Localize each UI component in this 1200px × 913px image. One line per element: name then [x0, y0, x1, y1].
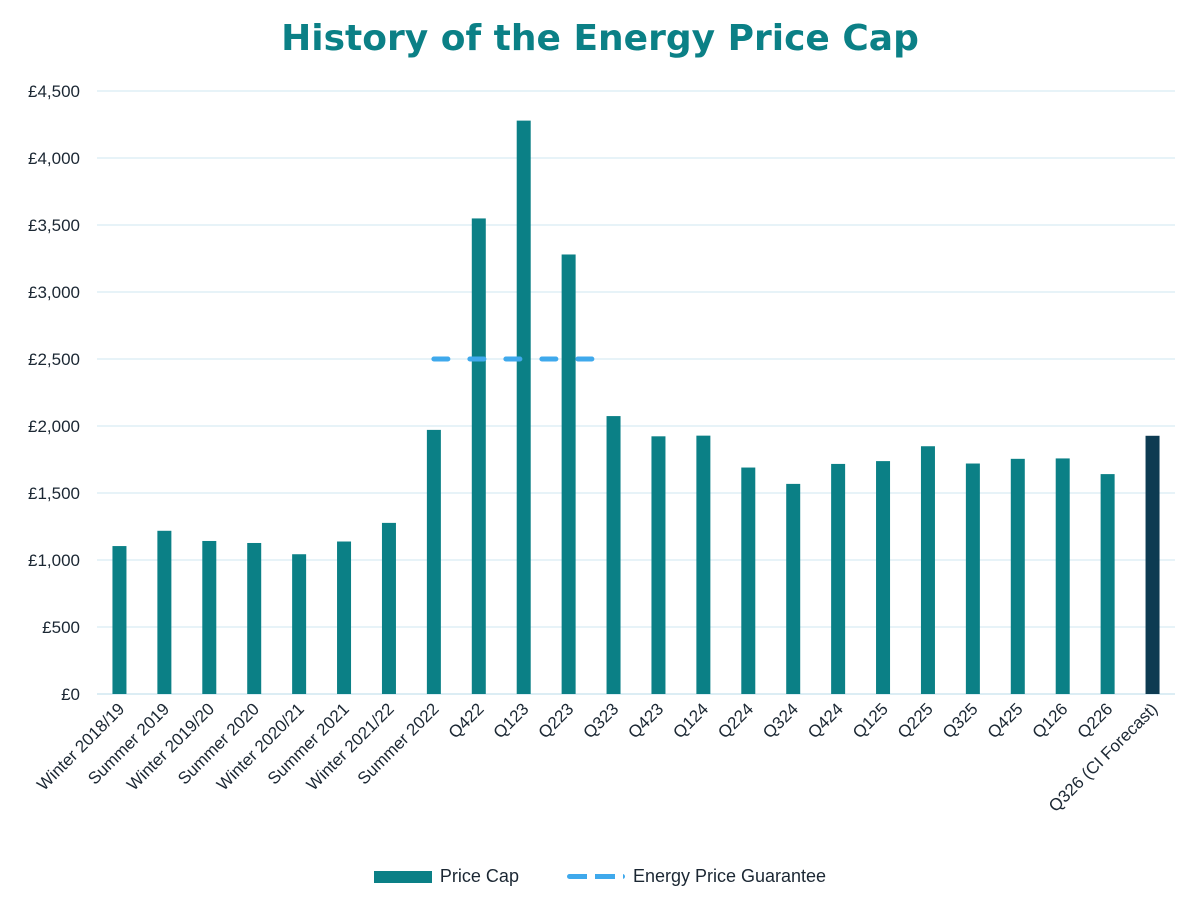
x-tick-label: Q425 [984, 699, 1027, 742]
bar-q223 [561, 254, 576, 695]
bar-q424 [831, 463, 846, 694]
bar-summer-2020 [247, 542, 262, 694]
bar-summer-2022 [426, 429, 441, 694]
y-axis-ticks: £0 £500 £1,000 £1,500 £2,000 £2,500 £3,000 £3,5… [28, 82, 80, 704]
bar-winter-2021-22 [381, 522, 396, 694]
bar-q125 [876, 461, 891, 694]
y-tick-label: £0 [61, 685, 80, 704]
bars [112, 120, 1160, 695]
y-tick-label: £4,500 [28, 82, 80, 101]
x-tick-label: Q226 [1074, 699, 1117, 742]
y-tick-label: £1,500 [28, 484, 80, 503]
x-tick-label: Q225 [894, 699, 937, 742]
bar-q323 [606, 416, 621, 694]
y-tick-label: £4,000 [28, 149, 80, 168]
x-tick-label: Q324 [759, 699, 802, 742]
bar-q226 [1100, 474, 1115, 694]
chart-title: History of the Energy Price Cap [281, 18, 919, 59]
y-tick-label: £3,000 [28, 283, 80, 302]
bar-q324 [786, 483, 801, 694]
bar-q126 [1055, 458, 1070, 694]
x-tick-label: Q223 [535, 699, 578, 742]
legend-swatch-energy-price-guarantee [566, 874, 625, 879]
x-tick-label: Q325 [939, 699, 982, 742]
bar-winter-2020-21 [292, 554, 307, 694]
x-tick-label: Q424 [804, 699, 847, 742]
bar-q224 [741, 467, 756, 694]
legend-label-energy-price-guarantee: Energy Price Guarantee [632, 866, 827, 886]
bar-q124 [696, 435, 711, 694]
x-tick-label: Summer 2022 [354, 699, 443, 788]
y-tick-label: £500 [42, 618, 80, 637]
y-tick-label: £1,000 [28, 551, 80, 570]
x-tick-label: Q125 [849, 699, 892, 742]
x-tick-label: Q124 [669, 699, 712, 742]
bar-q225 [920, 446, 935, 694]
gridlines [97, 90, 1175, 695]
y-tick-label: £2,500 [28, 350, 80, 369]
bar-summer-2021 [337, 541, 352, 694]
bar-winter-2018-19 [112, 546, 127, 694]
x-tick-label: Q423 [624, 699, 667, 742]
legend-label-price-cap: Price Cap [439, 866, 519, 886]
bar-q123 [516, 120, 531, 694]
y-tick-label: £2,000 [28, 417, 80, 436]
bar-q423 [651, 436, 666, 694]
legend-item-energy-price-guarantee: Energy Price Guarantee [566, 866, 827, 887]
y-tick-label: £3,500 [28, 216, 80, 235]
x-tick-label: Q224 [714, 699, 757, 742]
x-tick-label: Q323 [580, 699, 623, 742]
x-tick-label: Q126 [1029, 699, 1072, 742]
legend-swatch-price-cap [373, 870, 432, 883]
legend: Price Cap Energy Price Guarantee [0, 866, 1200, 887]
bar-summer-2019 [157, 530, 172, 694]
x-tick-label: Q123 [490, 699, 533, 742]
bar-q422 [471, 218, 486, 694]
bar-winter-2019-20 [202, 540, 217, 694]
bar-q326-ci-forecast [1145, 435, 1160, 694]
bar-q325 [965, 463, 980, 694]
legend-item-price-cap: Price Cap [373, 866, 519, 887]
x-tick-label: Q422 [445, 699, 488, 742]
bar-q425 [1010, 458, 1025, 694]
